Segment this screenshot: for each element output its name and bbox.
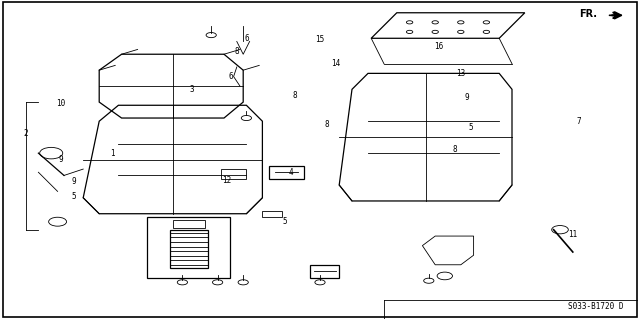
Text: 5: 5 (282, 217, 287, 226)
Text: 2: 2 (23, 130, 28, 138)
Text: 1: 1 (109, 149, 115, 158)
Text: 5: 5 (71, 192, 76, 201)
Text: 12: 12 (223, 176, 232, 185)
Text: 10: 10 (56, 99, 65, 108)
Text: 8: 8 (324, 120, 329, 129)
Text: 5: 5 (468, 123, 473, 132)
Text: 8: 8 (452, 145, 457, 154)
Text: 6: 6 (228, 72, 233, 81)
Text: 16: 16 (434, 42, 443, 51)
Text: 7: 7 (577, 117, 582, 126)
Text: 9: 9 (58, 155, 63, 164)
Text: 15: 15 (316, 35, 324, 44)
Text: FR.: FR. (579, 9, 597, 19)
Text: 11: 11 (568, 230, 577, 239)
Text: 4: 4 (289, 168, 294, 177)
Text: 6: 6 (244, 34, 249, 43)
Text: S033-B1720 D: S033-B1720 D (568, 302, 624, 311)
Text: 13: 13 (456, 69, 465, 78)
Text: 9: 9 (71, 177, 76, 186)
Text: 14: 14 (332, 59, 340, 68)
Text: 3: 3 (189, 85, 195, 94)
Text: 9: 9 (465, 93, 470, 102)
Text: 8: 8 (234, 47, 239, 56)
Text: 8: 8 (292, 91, 297, 100)
